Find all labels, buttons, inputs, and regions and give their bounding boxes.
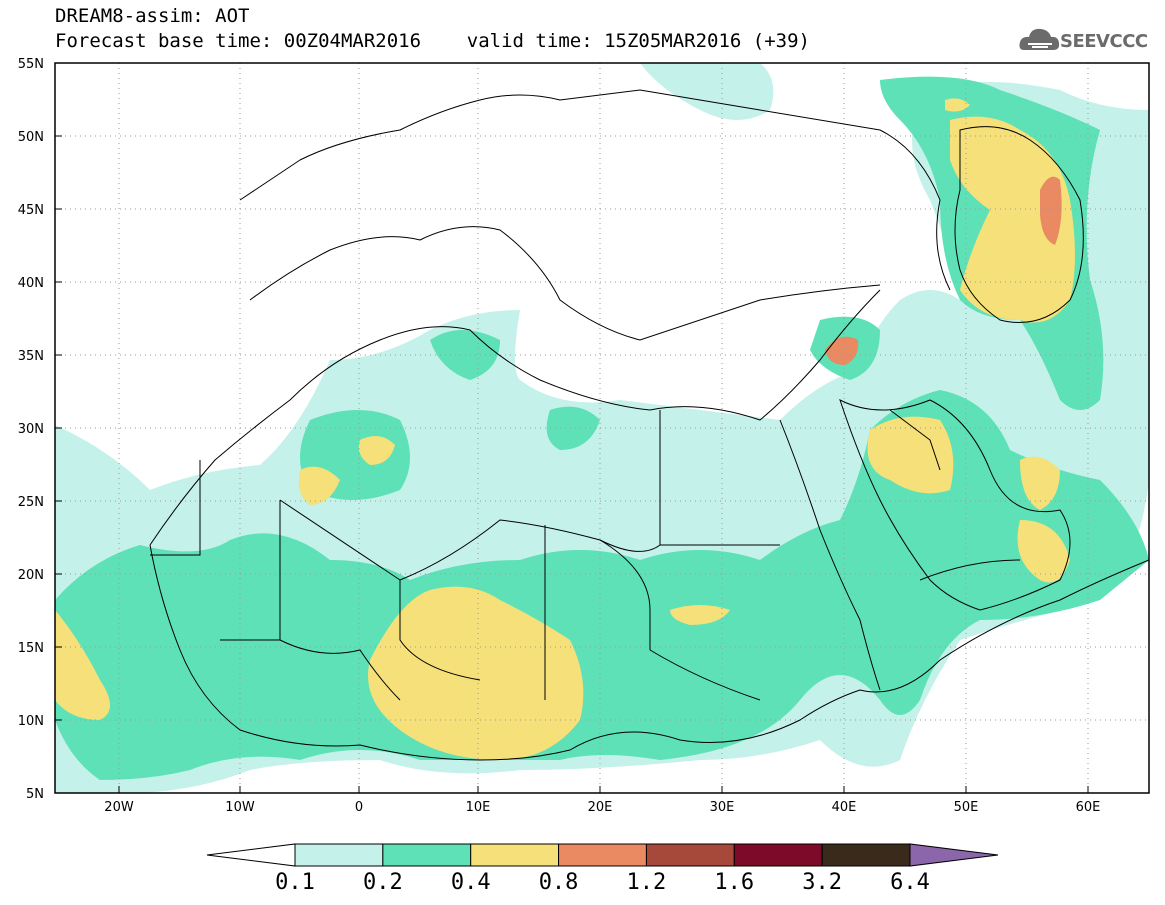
colorbar-segment [733, 843, 823, 867]
map-title: DREAM8-assim: AOT [55, 5, 250, 27]
lat-label: 25N [18, 495, 44, 510]
colorbar-segment [294, 843, 384, 867]
lat-label: 45N [18, 203, 44, 218]
lon-label: 20W [104, 800, 134, 815]
lon-label: 20E [588, 800, 613, 815]
lon-label: 10E [466, 800, 491, 815]
lon-label: 0 [355, 800, 363, 815]
colorbar-right-arrow [909, 843, 999, 867]
colorbar-label: 0.4 [450, 870, 491, 895]
lat-label: 20N [18, 568, 44, 583]
lon-label: 10W [225, 800, 255, 815]
colorbar-left-arrow [206, 843, 296, 867]
colorbar-label: 0.1 [275, 870, 315, 895]
lat-label: 50N [18, 130, 44, 145]
colorbar-label: 0.2 [362, 870, 403, 895]
aot-field [55, 63, 1149, 793]
colorbar [206, 843, 999, 867]
coastlines [149, 89, 1150, 761]
colorbar-segment [821, 843, 911, 867]
lat-label: 10N [18, 714, 44, 729]
lon-label: 30E [710, 800, 735, 815]
lat-label: 5N [26, 787, 44, 802]
lon-label: 60E [1076, 800, 1101, 815]
colorbar-segment [645, 843, 735, 867]
colorbar-segment [558, 843, 647, 867]
cloud-icon [1019, 28, 1060, 50]
colorbar-label: 0.8 [538, 870, 579, 895]
lat-label: 40N [18, 276, 44, 291]
colorbar-label: 3.2 [802, 870, 843, 895]
lon-label: 40E [832, 800, 857, 815]
lat-labels: 55N 50N 45N 40N 35N 30N 25N 20N 15N 10N … [18, 57, 44, 802]
colorbar-label: 1.6 [714, 870, 755, 895]
lat-label: 35N [18, 349, 44, 364]
lon-label: 50E [954, 800, 979, 815]
colorbar-segment [470, 843, 560, 867]
lat-label: 15N [18, 641, 44, 656]
logo-text: SEEVCCC [1060, 31, 1148, 52]
colorbar-label: 6.4 [890, 870, 930, 895]
colorbar-segment [382, 843, 472, 867]
map-subtitle: Forecast base time: 00Z04MAR2016 valid t… [55, 30, 810, 52]
lat-label: 55N [18, 57, 44, 72]
colorbar-label: 1.2 [626, 870, 667, 895]
lat-label: 30N [18, 422, 44, 437]
lon-labels: 20W 10W 0 10E 20E 30E 40E 50E 60E [104, 800, 1100, 815]
axis-ticks [55, 62, 1089, 794]
